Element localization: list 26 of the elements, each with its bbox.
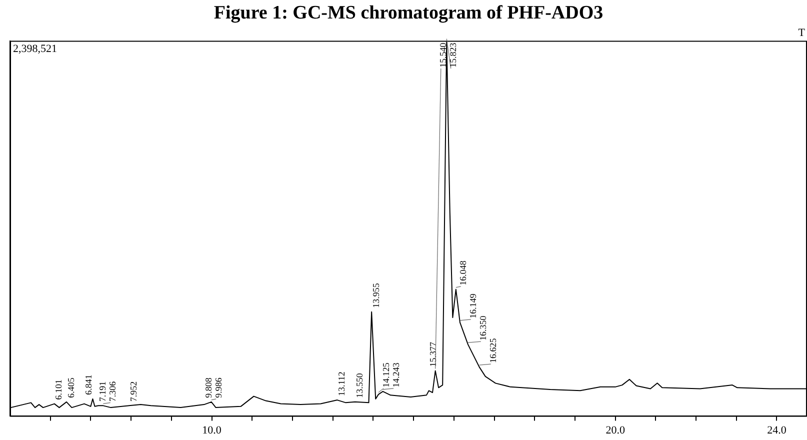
annotation: 13.550: [354, 372, 364, 398]
annotation: 16.350: [478, 315, 488, 341]
x-tick-label: 20.0: [606, 424, 626, 436]
annotation: 14.243: [390, 362, 401, 388]
x-tick-label: 24.0: [767, 424, 787, 436]
annotation: 7.306: [108, 380, 118, 402]
annotation: 16.625: [488, 338, 498, 364]
annotation: 16.048: [458, 260, 468, 286]
annotation: 15.540: [438, 42, 448, 68]
annotation: 6.101: [54, 380, 64, 400]
annotation: 13.955: [370, 282, 381, 308]
x-tick-label: 10.0: [202, 424, 222, 436]
annotation: 16.149: [468, 293, 478, 318]
chart-title: Figure 1: GC-MS chromatogram of PHF-ADO3: [214, 2, 604, 24]
annotation: 2,398,521: [13, 43, 57, 56]
annotation: 9.808: [203, 377, 214, 398]
annotation: 7.191: [98, 381, 108, 402]
annotation: 14.125: [380, 362, 391, 388]
annotation: 13.112: [336, 372, 347, 396]
annotation: 9.986: [213, 377, 224, 398]
annotation: 15.377: [428, 342, 438, 367]
annotation: 7.952: [128, 381, 138, 402]
annotation: 6.841: [84, 374, 94, 395]
annotation: 15.823: [448, 42, 458, 68]
text: T: [798, 27, 806, 40]
annotation: 6.405: [66, 377, 76, 398]
